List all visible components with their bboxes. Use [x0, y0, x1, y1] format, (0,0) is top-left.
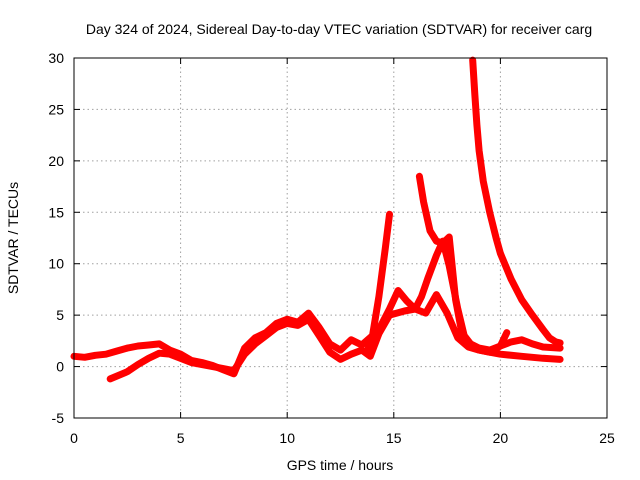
- series-track-e: [469, 56, 564, 347]
- y-tick-label: 10: [48, 256, 64, 272]
- x-tick-label: 25: [599, 430, 615, 446]
- series-track-d: [415, 172, 511, 356]
- y-tick-label: 25: [48, 101, 64, 117]
- tick-labels: 0 5 10 15 20 25 -5 0 5 10 15 20 25 30: [48, 50, 615, 446]
- y-tick-label: 0: [56, 359, 64, 375]
- series-track-b: [106, 291, 564, 383]
- plot-frame: [73, 57, 608, 419]
- x-tick-label: 20: [493, 430, 509, 446]
- y-tick-label: 30: [48, 50, 64, 66]
- series-markers: [71, 211, 393, 377]
- grid: [74, 58, 607, 418]
- x-tick-label: 15: [386, 430, 402, 446]
- series-markers: [416, 173, 510, 356]
- x-axis-title: GPS time / hours: [287, 457, 394, 473]
- axis-ticks: [73, 57, 608, 419]
- y-tick-label: 15: [48, 204, 64, 220]
- plot-area: [70, 56, 564, 383]
- x-tick-label: 5: [177, 430, 185, 446]
- y-tick-label: 5: [56, 307, 64, 323]
- y-axis-title: SDTVAR / TECUs: [5, 182, 21, 294]
- series-markers: [469, 57, 564, 346]
- y-tick-label: -5: [52, 410, 65, 426]
- chart-title: Day 324 of 2024, Sidereal Day-to-day VTE…: [86, 21, 592, 37]
- series-track-a: [70, 210, 393, 378]
- x-tick-label: 10: [279, 430, 295, 446]
- x-tick-label: 0: [70, 430, 78, 446]
- series-markers: [107, 291, 564, 382]
- y-tick-label: 20: [48, 153, 64, 169]
